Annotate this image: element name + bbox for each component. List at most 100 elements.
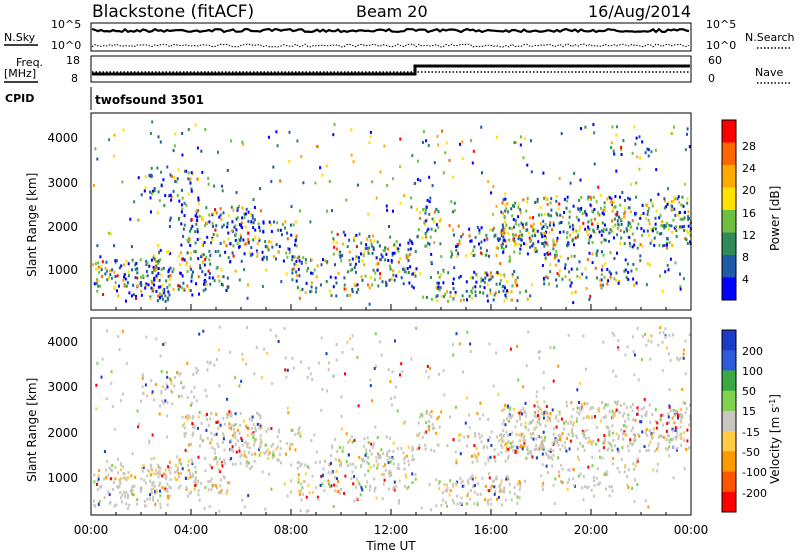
power-cell bbox=[179, 251, 182, 255]
vel-ytick-1000: 1000 bbox=[47, 471, 78, 485]
power-cell bbox=[247, 231, 250, 235]
velocity-cell bbox=[407, 445, 410, 449]
power-cell bbox=[332, 133, 335, 137]
power-cell bbox=[555, 211, 558, 215]
power-cell bbox=[573, 243, 575, 247]
velocity-cell bbox=[549, 449, 552, 453]
vel-ytick-3000: 3000 bbox=[47, 380, 78, 394]
velocity-cell bbox=[221, 464, 224, 468]
velocity-cell bbox=[522, 445, 524, 448]
velocity-cell bbox=[605, 425, 608, 429]
power-cell bbox=[576, 267, 579, 271]
velocity-cell bbox=[197, 415, 200, 419]
power-cell bbox=[440, 294, 443, 298]
velocity-cell bbox=[366, 456, 369, 460]
velocity-cell bbox=[410, 357, 413, 361]
power-cell bbox=[240, 221, 243, 225]
cpid-value: twofsound 3501 bbox=[95, 93, 204, 107]
velocity-cell bbox=[466, 330, 469, 334]
power-cell bbox=[173, 144, 176, 148]
velocity-cell bbox=[264, 443, 267, 447]
power-cell bbox=[548, 231, 551, 235]
velocity-cell bbox=[306, 465, 309, 469]
velocity-cell bbox=[259, 434, 262, 438]
velocity-cell bbox=[622, 437, 624, 441]
power-cell bbox=[197, 177, 200, 181]
power-cell bbox=[611, 201, 614, 205]
power-ylabel: Slant Range [km] bbox=[25, 173, 39, 277]
velocity-cell bbox=[676, 427, 679, 431]
power-cell bbox=[629, 244, 632, 248]
xtick-0: 00:00 bbox=[74, 523, 109, 537]
velocity-cell bbox=[604, 415, 607, 419]
velocity-cell bbox=[587, 485, 590, 489]
power-cell bbox=[236, 216, 239, 220]
velocity-cell bbox=[181, 415, 184, 419]
power-cell bbox=[607, 279, 610, 283]
power-cell bbox=[525, 229, 528, 232]
power-cell bbox=[554, 263, 557, 267]
velocity-cell bbox=[210, 488, 213, 491]
velocity-cell bbox=[524, 411, 527, 415]
power-cell bbox=[243, 268, 246, 272]
velocity-cell bbox=[110, 370, 113, 374]
velocity-cell bbox=[455, 458, 458, 462]
power-cell bbox=[623, 215, 626, 219]
power-cell bbox=[369, 276, 372, 280]
velocity-cell bbox=[679, 436, 682, 440]
velocity-cell bbox=[187, 459, 190, 463]
velocity-cell bbox=[459, 476, 462, 480]
velocity-cell bbox=[330, 453, 333, 457]
velocity-cell bbox=[392, 487, 395, 491]
power-cell bbox=[624, 258, 627, 262]
power-cell bbox=[536, 197, 539, 201]
velocity-cell bbox=[543, 400, 546, 404]
power-cell bbox=[588, 297, 591, 301]
power-cell bbox=[169, 266, 172, 270]
power-cell bbox=[486, 282, 489, 286]
power-cell bbox=[628, 222, 631, 226]
power-cell bbox=[226, 225, 229, 229]
velocity-cell bbox=[497, 452, 500, 456]
power-cell bbox=[227, 214, 230, 218]
velocity-cell bbox=[258, 426, 261, 430]
power-cell bbox=[622, 139, 625, 143]
power-cell bbox=[177, 217, 180, 221]
velocity-cell bbox=[586, 414, 589, 418]
velocity-cell bbox=[197, 426, 199, 430]
velocity-cell bbox=[431, 427, 434, 431]
power-cell bbox=[585, 230, 588, 234]
velocity-cell bbox=[633, 439, 636, 443]
velocity-cell bbox=[398, 479, 401, 483]
velocity-cell bbox=[195, 399, 198, 403]
power-cell bbox=[519, 208, 522, 212]
velocity-cell bbox=[189, 475, 192, 479]
velocity-cell bbox=[298, 431, 301, 435]
power-cell bbox=[495, 246, 498, 250]
power-cell bbox=[194, 123, 197, 127]
power-cell bbox=[160, 268, 163, 271]
power-cell bbox=[475, 273, 478, 277]
velocity-cell bbox=[223, 476, 226, 480]
velocity-colorbar-ticks: 200 100 50 15 -15 -50 -100 -200 bbox=[742, 345, 767, 500]
velocity-cell bbox=[364, 473, 367, 477]
power-cell bbox=[510, 298, 513, 302]
velocity-cell bbox=[230, 412, 233, 415]
power-cell bbox=[684, 182, 687, 186]
velocity-cell bbox=[602, 441, 605, 445]
velocity-cell bbox=[327, 368, 330, 372]
velocity-cell bbox=[590, 415, 593, 419]
power-cell bbox=[158, 279, 161, 282]
velocity-cell bbox=[473, 432, 476, 435]
power-cell bbox=[580, 127, 582, 131]
power-cell bbox=[589, 195, 592, 199]
power-cell bbox=[385, 204, 388, 208]
power-cell bbox=[166, 298, 169, 302]
velocity-cell bbox=[193, 426, 196, 430]
velocity-cell bbox=[566, 404, 568, 408]
power-cell bbox=[299, 289, 302, 293]
velocity-cell bbox=[503, 443, 506, 447]
power-cell bbox=[408, 252, 411, 256]
velocity-cell bbox=[230, 438, 233, 442]
power-cell bbox=[505, 223, 508, 227]
